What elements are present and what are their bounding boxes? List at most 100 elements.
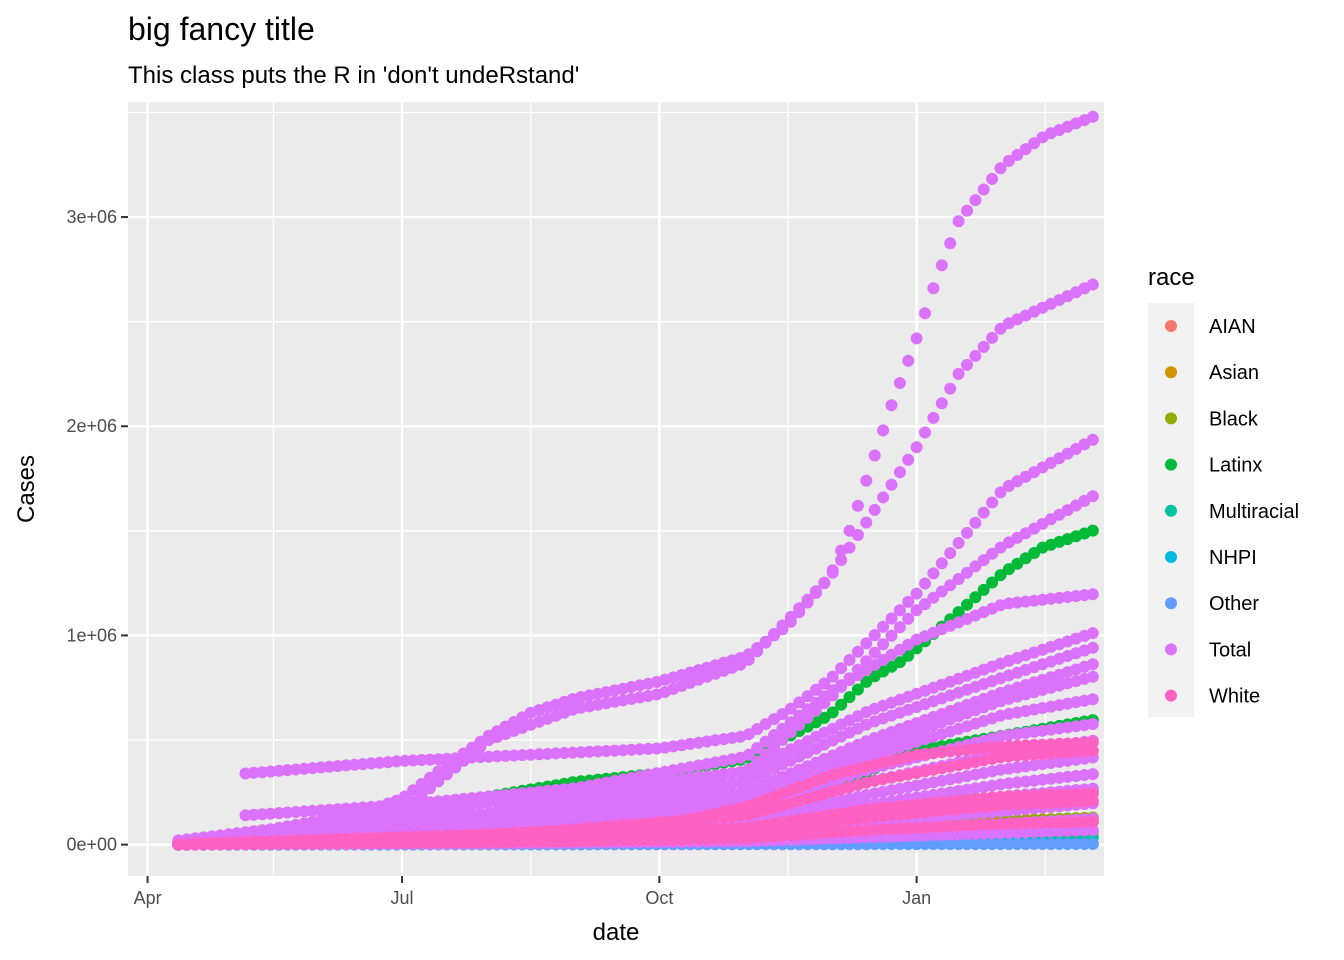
- legend-label: AIAN: [1209, 316, 1256, 338]
- data-point: [961, 204, 973, 217]
- data-point: [927, 567, 940, 580]
- data-point: [961, 358, 973, 371]
- data-point: [994, 162, 1007, 175]
- data-point: [801, 690, 814, 703]
- data-point: [1086, 670, 1099, 683]
- data-point: [1028, 838, 1041, 850]
- legend-label: NHPI: [1209, 547, 1257, 569]
- data-point: [365, 837, 378, 850]
- data-point: [826, 670, 839, 683]
- data-point: [1002, 790, 1015, 803]
- data-point: [944, 237, 957, 250]
- data-point: [1044, 825, 1057, 838]
- data-point: [231, 838, 244, 851]
- data-point: [835, 698, 848, 711]
- data-point: [927, 838, 940, 851]
- data-point: [969, 838, 982, 851]
- data-point: [751, 645, 764, 658]
- data-point: [1086, 744, 1099, 757]
- data-point: [1002, 798, 1015, 811]
- data-point: [935, 557, 948, 570]
- data-point: [440, 836, 453, 849]
- data-point: [935, 838, 948, 851]
- data-point: [910, 332, 923, 345]
- data-point: [675, 833, 688, 846]
- data-point: [927, 591, 940, 604]
- data-point: [768, 729, 780, 742]
- data-point: [977, 183, 990, 196]
- data-point: [860, 637, 873, 650]
- data-point: [667, 833, 680, 846]
- data-point: [1086, 278, 1099, 291]
- data-point: [583, 834, 596, 847]
- data-point: [969, 560, 982, 573]
- data-point: [793, 696, 806, 709]
- data-point: [919, 598, 931, 611]
- data-point: [1070, 816, 1082, 829]
- data-point: [893, 656, 906, 669]
- data-point: [1011, 826, 1024, 839]
- data-point: [625, 834, 638, 847]
- data-point: [877, 491, 890, 504]
- data-point: [868, 646, 881, 659]
- legend-key: [1165, 458, 1177, 471]
- data-point: [591, 834, 604, 847]
- data-point: [491, 836, 504, 849]
- data-point: [331, 837, 344, 850]
- data-point: [1011, 149, 1024, 161]
- data-point: [1078, 815, 1091, 828]
- y-tick-label: 3e+06: [66, 207, 117, 227]
- data-point: [1002, 817, 1015, 830]
- data-point: [466, 836, 478, 849]
- data-point: [398, 837, 411, 850]
- data-point: [927, 411, 940, 424]
- y-tick-label: 1e+06: [66, 625, 117, 645]
- data-point: [986, 547, 999, 560]
- data-point: [986, 331, 999, 344]
- data-point: [608, 834, 621, 847]
- data-point: [935, 829, 948, 841]
- data-point: [851, 683, 864, 696]
- data-point: [1036, 825, 1049, 838]
- data-point: [600, 834, 613, 847]
- data-point: [449, 761, 462, 774]
- data-point: [818, 677, 831, 690]
- data-point: [935, 585, 948, 598]
- data-point: [810, 585, 822, 598]
- data-point: [977, 506, 990, 519]
- data-point: [541, 835, 554, 848]
- x-tick-label: Jan: [902, 888, 931, 908]
- data-point: [877, 424, 890, 437]
- data-point: [952, 828, 965, 841]
- data-point: [893, 466, 906, 479]
- data-point: [961, 838, 973, 851]
- data-point: [222, 838, 235, 851]
- data-point: [734, 832, 747, 845]
- data-point: [1086, 524, 1099, 537]
- data-point: [910, 587, 923, 600]
- data-point: [549, 835, 562, 848]
- legend-label: Total: [1209, 639, 1251, 661]
- data-point: [1028, 137, 1041, 150]
- data-point: [868, 629, 881, 642]
- data-point: [239, 838, 252, 851]
- data-point: [407, 837, 420, 849]
- data-point: [264, 838, 277, 850]
- data-point: [356, 837, 369, 850]
- data-point: [1086, 794, 1099, 807]
- data-point: [919, 577, 931, 590]
- data-point: [415, 837, 428, 849]
- data-point: [994, 486, 1007, 499]
- data-point: [893, 604, 906, 617]
- data-point: [818, 690, 831, 703]
- data-point: [893, 621, 906, 634]
- data-point: [994, 817, 1007, 830]
- data-point: [189, 838, 202, 851]
- data-point: [1044, 816, 1057, 829]
- data-point: [633, 834, 646, 847]
- data-point: [1070, 824, 1082, 837]
- data-point: [860, 474, 873, 487]
- data-point: [1044, 838, 1057, 850]
- x-axis-label: date: [593, 919, 640, 946]
